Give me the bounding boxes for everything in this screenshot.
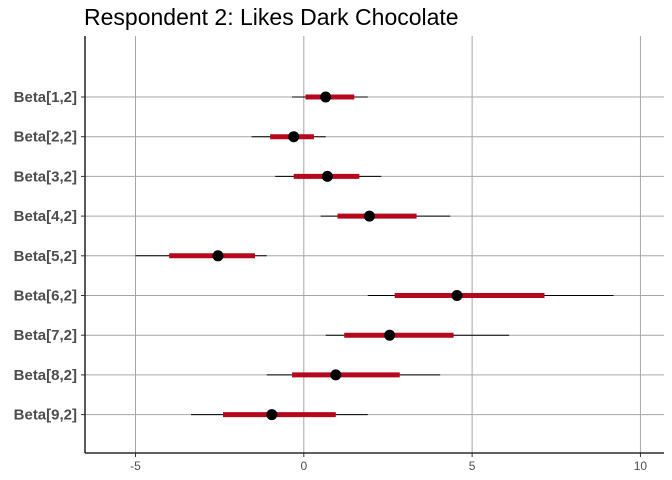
median-point-5 bbox=[212, 250, 224, 262]
median-point-1 bbox=[320, 91, 332, 103]
y-tick-label-0: Beta[1,2] bbox=[14, 89, 77, 106]
x-tick-label-1: 0 bbox=[300, 459, 307, 473]
y-tick-label-1: Beta[2,2] bbox=[14, 129, 77, 146]
median-point-6 bbox=[451, 290, 463, 301]
median-point-8 bbox=[330, 369, 342, 381]
median-point-4 bbox=[363, 210, 375, 222]
x-tick-label-2: 5 bbox=[469, 459, 476, 473]
median-point-7 bbox=[384, 329, 396, 341]
y-tick-label-6: Beta[7,2] bbox=[14, 327, 77, 344]
chart-title: Respondent 2: Likes Dark Chocolate bbox=[84, 4, 459, 30]
y-tick-label-2: Beta[3,2] bbox=[14, 168, 77, 185]
y-tick-label-8: Beta[9,2] bbox=[14, 407, 77, 424]
x-tick-label-3: 10 bbox=[634, 459, 648, 473]
median-point-9 bbox=[266, 409, 278, 421]
y-tick-label-4: Beta[5,2] bbox=[14, 248, 77, 265]
y-tick-label-5: Beta[6,2] bbox=[14, 288, 77, 305]
x-tick-label-0: -5 bbox=[130, 459, 141, 473]
y-tick-label-3: Beta[4,2] bbox=[14, 208, 77, 225]
median-point-3 bbox=[321, 170, 333, 182]
median-point-2 bbox=[288, 131, 300, 143]
y-tick-label-7: Beta[8,2] bbox=[14, 367, 77, 384]
